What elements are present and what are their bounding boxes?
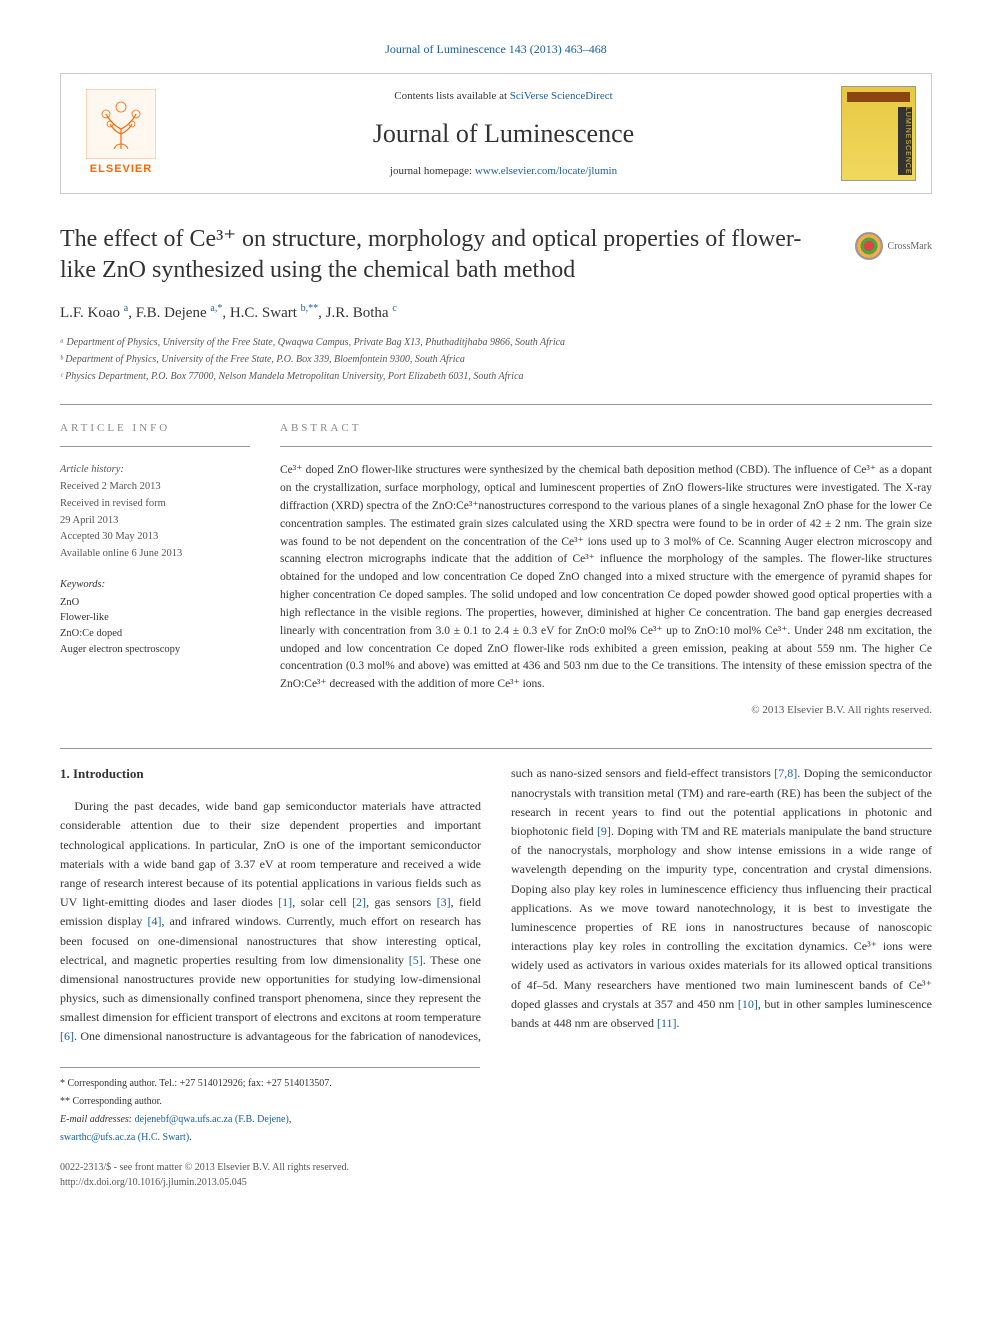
intro-paragraph: During the past decades, wide band gap s… <box>60 764 932 1046</box>
crossmark-badge[interactable]: CrossMark <box>855 232 932 260</box>
header-center: Contents lists available at SciVerse Sci… <box>181 88 826 180</box>
contents-line: Contents lists available at SciVerse Sci… <box>181 88 826 105</box>
corresponding-note-2: ** Corresponding author. <box>60 1094 480 1109</box>
article-info-label: ARTICLE INFO <box>60 420 250 437</box>
elsevier-tree-icon <box>86 89 156 159</box>
body-text: 1. Introduction During the past decades,… <box>60 764 932 1046</box>
email-line: E-mail addresses: dejenebf@qwa.ufs.ac.za… <box>60 1112 480 1127</box>
email-link-2[interactable]: swarthc@ufs.ac.za (H.C. Swart) <box>60 1132 189 1143</box>
homepage-line: journal homepage: www.elsevier.com/locat… <box>181 163 826 180</box>
divider <box>280 446 932 447</box>
journal-cover-thumbnail: LUMINESCENCE <box>841 86 916 181</box>
footer: 0022-2313/$ - see front matter © 2013 El… <box>60 1160 480 1190</box>
section-heading-intro: 1. Introduction <box>60 764 481 785</box>
affiliation-c: ᶜ Physics Department, P.O. Box 77000, Ne… <box>60 369 932 384</box>
footer-copyright: 0022-2313/$ - see front matter © 2013 El… <box>60 1160 480 1175</box>
affiliation-a: ᵃ Department of Physics, University of t… <box>60 335 932 350</box>
abstract-text: Ce³⁺ doped ZnO flower-like structures we… <box>280 462 932 694</box>
top-citation: Journal of Luminescence 143 (2013) 463–4… <box>60 40 932 58</box>
keyword: Flower-like <box>60 610 250 626</box>
divider <box>60 748 932 749</box>
journal-header: ELSEVIER Contents lists available at Sci… <box>60 73 932 194</box>
keyword: ZnO:Ce doped <box>60 626 250 642</box>
keywords-label: Keywords: <box>60 577 250 593</box>
crossmark-icon <box>855 232 883 260</box>
authors: L.F. Koao a, F.B. Dejene a,*, H.C. Swart… <box>60 301 932 325</box>
abstract-label: ABSTRACT <box>280 420 932 437</box>
keywords-block: Keywords: ZnO Flower-like ZnO:Ce doped A… <box>60 577 250 658</box>
history-item: Received in revised form <box>60 496 250 512</box>
history-label: Article history: <box>60 462 250 478</box>
divider <box>60 404 932 405</box>
top-citation-link[interactable]: Journal of Luminescence 143 (2013) 463–4… <box>385 42 607 56</box>
homepage-link[interactable]: www.elsevier.com/locate/jlumin <box>475 165 617 177</box>
affiliations: ᵃ Department of Physics, University of t… <box>60 335 932 384</box>
corresponding-note-1: * Corresponding author. Tel.: +27 514012… <box>60 1076 480 1091</box>
divider <box>60 446 250 447</box>
crossmark-text: CrossMark <box>888 239 932 254</box>
history-item: 29 April 2013 <box>60 513 250 529</box>
journal-name: Journal of Luminescence <box>181 114 826 153</box>
history-item: Received 2 March 2013 <box>60 479 250 495</box>
article-title: The effect of Ce³⁺ on structure, morphol… <box>60 224 835 286</box>
footnotes: * Corresponding author. Tel.: +27 514012… <box>60 1067 480 1145</box>
elsevier-logo: ELSEVIER <box>76 86 166 181</box>
history-item: Available online 6 June 2013 <box>60 546 250 562</box>
affiliation-b: ᵇ Department of Physics, University of t… <box>60 352 932 367</box>
elsevier-text: ELSEVIER <box>90 161 152 178</box>
article-history: Article history: Received 2 March 2013 R… <box>60 462 250 562</box>
abstract-copyright: © 2013 Elsevier B.V. All rights reserved… <box>280 702 932 719</box>
email-link-1[interactable]: dejenebf@qwa.ufs.ac.za (F.B. Dejene) <box>135 1114 289 1125</box>
keyword: Auger electron spectroscopy <box>60 642 250 658</box>
cover-side-text: LUMINESCENCE <box>898 107 912 175</box>
footer-doi: http://dx.doi.org/10.1016/j.jlumin.2013.… <box>60 1175 480 1190</box>
history-item: Accepted 30 May 2013 <box>60 529 250 545</box>
sciencedirect-link[interactable]: SciVerse ScienceDirect <box>510 90 613 102</box>
keyword: ZnO <box>60 595 250 611</box>
